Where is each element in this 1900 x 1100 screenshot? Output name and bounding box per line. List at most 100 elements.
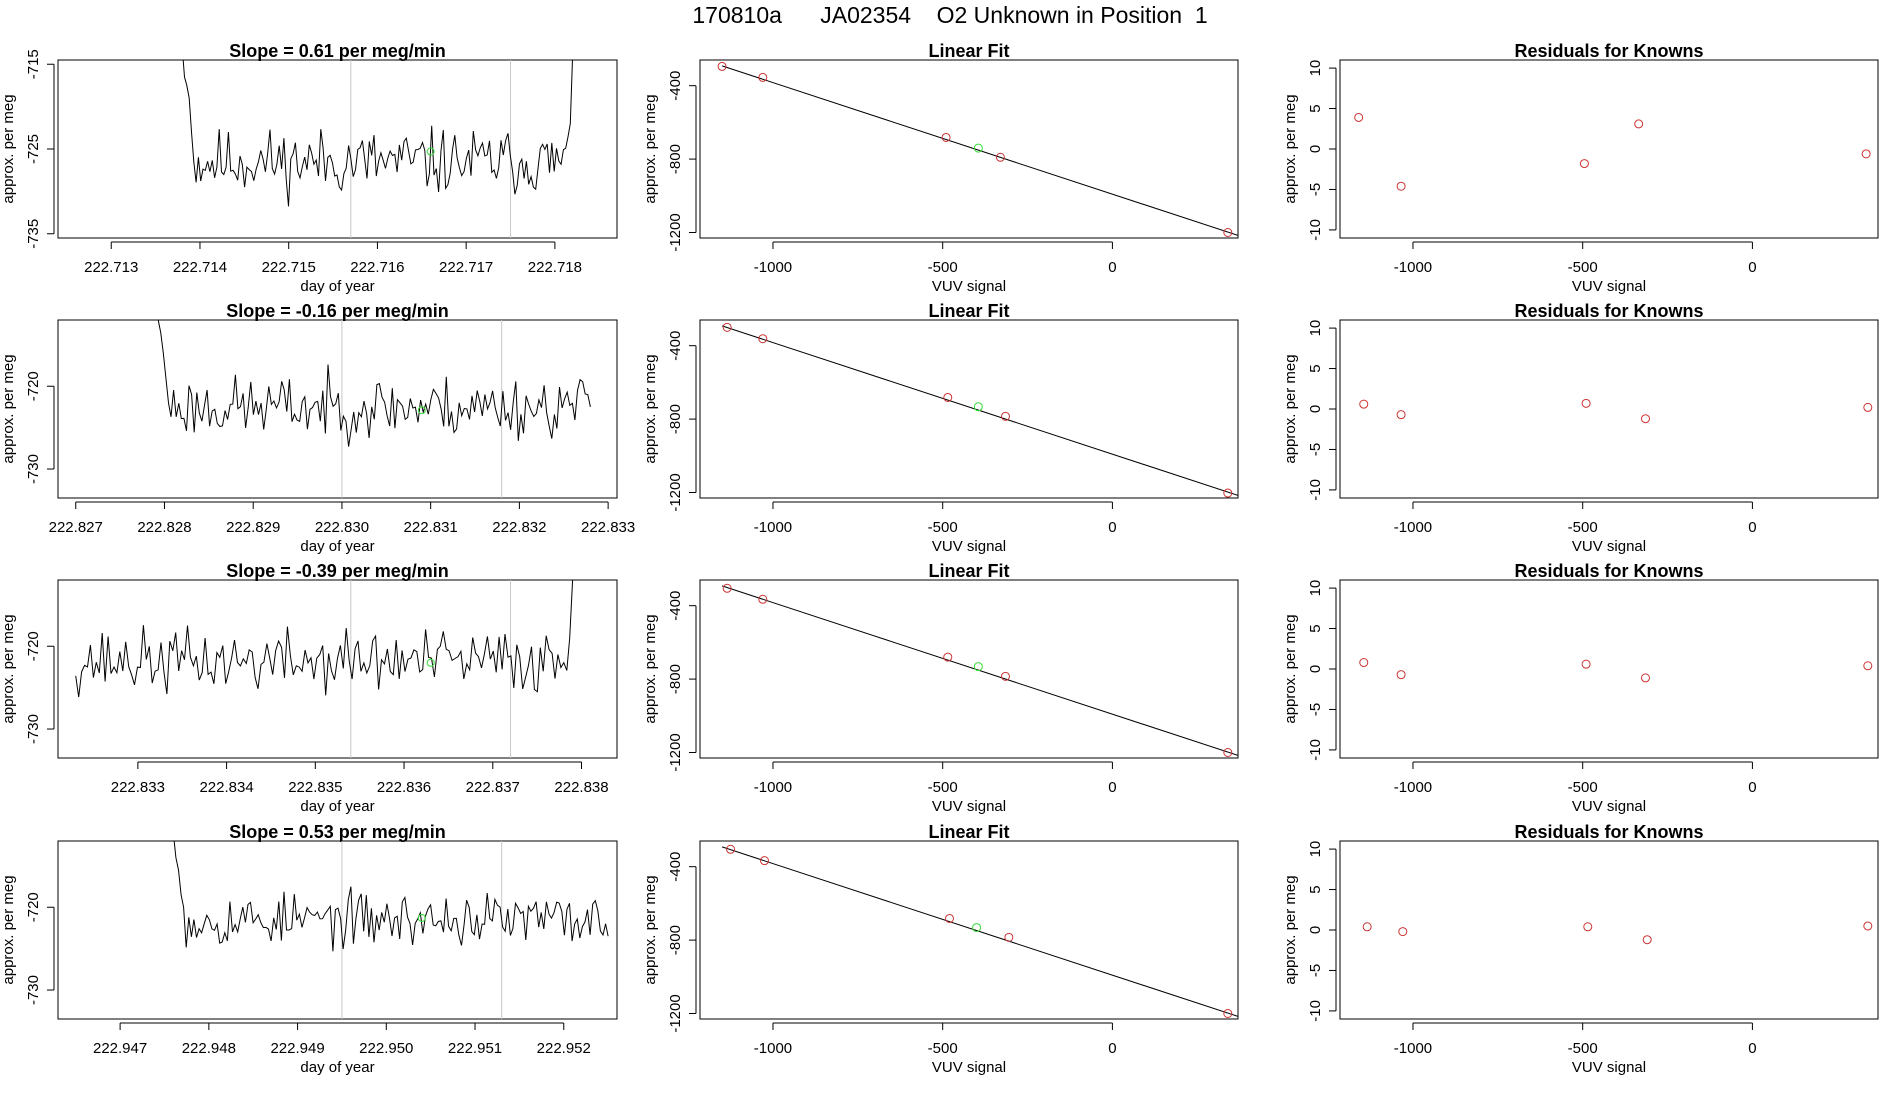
x-tick-label: 0 xyxy=(1108,779,1116,796)
x-axis-label: VUV signal xyxy=(932,798,1006,815)
fit-line xyxy=(721,65,1238,236)
x-tick-label: 222.833 xyxy=(581,519,635,536)
y-tick-label: 0 xyxy=(1307,665,1324,673)
x-tick-label: 222.947 xyxy=(93,1040,147,1057)
x-tick-label: 222.829 xyxy=(226,519,280,536)
y-tick-label: 0 xyxy=(1307,926,1324,934)
x-axis-label: VUV signal xyxy=(932,538,1006,555)
known-point xyxy=(758,334,768,344)
known-point xyxy=(1642,935,1652,945)
known-point xyxy=(1581,659,1591,669)
plot-frame xyxy=(1339,319,1879,499)
plot-frame xyxy=(699,579,1239,759)
chart-title: Slope = -0.16 per meg/min xyxy=(226,301,449,321)
y-tick-label: -800 xyxy=(667,925,684,955)
trace-line xyxy=(182,60,573,207)
y-axis-label: approx. per meg xyxy=(642,354,659,463)
chart-title: Residuals for Knowns xyxy=(1514,561,1703,581)
y-tick-label: -730 xyxy=(25,714,42,744)
y-axis-label: approx. per meg xyxy=(1282,875,1299,984)
y-tick-label: -5 xyxy=(1307,703,1324,716)
x-tick-label: 222.716 xyxy=(350,259,404,276)
known-point xyxy=(1398,927,1408,937)
plot-frame xyxy=(1339,840,1879,1020)
chart-panel: Linear Fit VUV signal approx. per meg -1000… xyxy=(642,301,1239,555)
plot-frame xyxy=(1339,59,1879,239)
chart-title: Residuals for Knowns xyxy=(1514,822,1703,842)
y-tick-label: -400 xyxy=(667,331,684,361)
x-tick-label: 222.949 xyxy=(270,1040,324,1057)
y-tick-label: -715 xyxy=(25,49,42,79)
known-point xyxy=(1640,673,1650,683)
x-tick-label: -500 xyxy=(928,259,958,276)
chart-title: Linear Fit xyxy=(928,822,1009,842)
chart-title: Residuals for Knowns xyxy=(1514,301,1703,321)
chart-panel: Linear Fit VUV signal approx. per meg -1000… xyxy=(642,822,1239,1076)
y-tick-label: -720 xyxy=(25,892,42,922)
x-tick-label: -1000 xyxy=(1394,1040,1432,1057)
x-tick-label: -500 xyxy=(928,1040,958,1057)
x-tick-label: 222.951 xyxy=(448,1040,502,1057)
chart-panel: Residuals for Knowns VUV signal approx. pe… xyxy=(1282,561,1879,815)
known-point xyxy=(1223,1008,1233,1018)
plot-frame xyxy=(57,579,618,759)
x-tick-label: 222.831 xyxy=(404,519,458,536)
y-axis-label: approx. per meg xyxy=(642,614,659,723)
x-axis-label: day of year xyxy=(300,1059,374,1076)
known-point xyxy=(1004,932,1014,942)
chart-panel: Slope = 0.53 per meg/min day of year appro… xyxy=(0,822,618,1076)
trace-line xyxy=(173,841,609,952)
known-point xyxy=(722,322,732,332)
known-point xyxy=(943,392,953,402)
y-tick-label: -1200 xyxy=(667,994,684,1032)
y-axis-label: approx. per meg xyxy=(1282,354,1299,463)
y-tick-label: -10 xyxy=(1307,739,1324,761)
known-point xyxy=(758,72,768,82)
known-point xyxy=(1396,181,1406,191)
y-tick-label: 5 xyxy=(1307,104,1324,112)
y-tick-label: -5 xyxy=(1307,443,1324,456)
chart-title: Slope = 0.61 per meg/min xyxy=(229,41,446,61)
x-tick-label: -500 xyxy=(1568,1040,1598,1057)
x-tick-label: -1000 xyxy=(754,519,792,536)
figure-title: 170810a JA02354 O2 Unknown in Position 1 xyxy=(692,2,1208,28)
trace-line xyxy=(157,320,591,447)
x-tick-label: 222.837 xyxy=(466,779,520,796)
y-tick-label: -800 xyxy=(667,144,684,174)
y-axis-label: approx. per meg xyxy=(1282,94,1299,203)
y-axis-label: approx. per meg xyxy=(642,875,659,984)
plot-area xyxy=(75,580,574,758)
plot-frame xyxy=(57,59,618,239)
y-tick-label: -730 xyxy=(25,975,42,1005)
x-tick-label: -500 xyxy=(1568,779,1598,796)
known-point xyxy=(717,61,727,71)
chart-panel: Slope = -0.16 per meg/min day of year appr… xyxy=(0,301,635,555)
chart-panel: Linear Fit VUV signal approx. per meg -1000… xyxy=(642,561,1239,815)
x-tick-label: 222.835 xyxy=(288,779,342,796)
known-point xyxy=(758,594,768,604)
unknown-point xyxy=(417,913,426,922)
x-tick-label: -500 xyxy=(928,779,958,796)
unknown-point xyxy=(973,402,983,412)
known-point xyxy=(1640,414,1650,424)
known-point xyxy=(1223,747,1233,757)
x-axis-label: VUV signal xyxy=(1572,798,1646,815)
x-tick-label: -1000 xyxy=(754,259,792,276)
known-point xyxy=(722,583,732,593)
x-tick-label: 222.948 xyxy=(182,1040,236,1057)
y-tick-label: -1200 xyxy=(667,213,684,251)
x-tick-label: 222.714 xyxy=(173,259,227,276)
x-axis-label: day of year xyxy=(300,798,374,815)
x-tick-label: 0 xyxy=(1748,779,1756,796)
y-tick-label: -720 xyxy=(25,371,42,401)
y-tick-label: -10 xyxy=(1307,219,1324,241)
y-tick-label: -725 xyxy=(25,134,42,164)
chart-panel: Residuals for Knowns VUV signal approx. pe… xyxy=(1282,301,1879,555)
y-tick-label: -5 xyxy=(1307,964,1324,977)
plot-area xyxy=(1354,112,1871,191)
x-axis-label: VUV signal xyxy=(1572,278,1646,295)
plot-frame xyxy=(699,319,1239,499)
plot-area xyxy=(721,583,1238,757)
x-tick-label: 222.836 xyxy=(377,779,431,796)
